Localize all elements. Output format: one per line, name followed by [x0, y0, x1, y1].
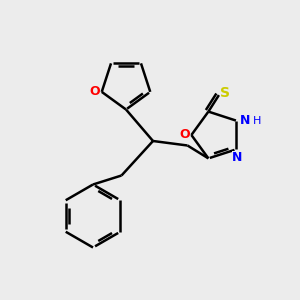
Text: N: N — [240, 114, 251, 127]
Text: N: N — [232, 152, 243, 164]
Text: O: O — [179, 128, 190, 142]
Text: O: O — [90, 85, 101, 98]
Text: S: S — [220, 86, 230, 100]
Text: H: H — [253, 116, 261, 125]
